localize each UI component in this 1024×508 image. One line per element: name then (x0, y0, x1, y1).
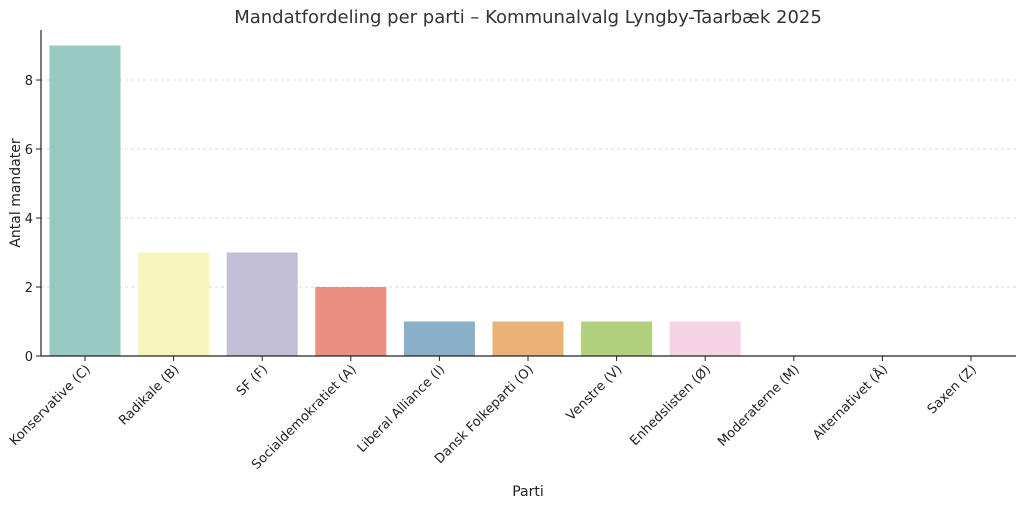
x-tick-label: Venstre (V) (564, 362, 626, 424)
x-tick-label: Saxen (Z) (925, 362, 980, 417)
x-tick-label: Dansk Folkeparti (O) (432, 362, 537, 467)
y-tick-label: 0 (25, 350, 33, 365)
x-tick-label: SF (F) (234, 362, 271, 399)
bar (49, 45, 121, 357)
x-tick-label: Moderaterne (M) (715, 362, 802, 449)
bar (492, 321, 564, 356)
y-tick-label: 2 (25, 281, 33, 296)
x-tick-label: Alternativet (Å) (809, 362, 891, 444)
y-tick-label: 8 (25, 74, 33, 89)
x-tick-label: Konservative (C) (7, 362, 94, 449)
bar (138, 252, 210, 356)
chart-title: Mandatfordeling per parti – Kommunalvalg… (234, 7, 822, 28)
bar (315, 287, 387, 356)
bar (403, 321, 475, 356)
y-tick-label: 6 (25, 143, 33, 158)
y-tick-label: 4 (25, 212, 33, 227)
bar (226, 252, 298, 356)
x-tick-label: Enhedslisten (Ø) (627, 362, 714, 449)
bar (581, 321, 653, 356)
x-tick-label: Liberal Alliance (I) (355, 362, 449, 456)
bar (669, 321, 741, 356)
bars (49, 45, 741, 357)
x-axis-label: Parti (512, 484, 544, 500)
y-axis-label: Antal mandater (8, 138, 24, 248)
x-tick-label: Radikale (B) (116, 362, 182, 428)
x-tick-label: Socialdemokratiet (A) (249, 362, 359, 472)
grid-lines (41, 79, 1016, 288)
